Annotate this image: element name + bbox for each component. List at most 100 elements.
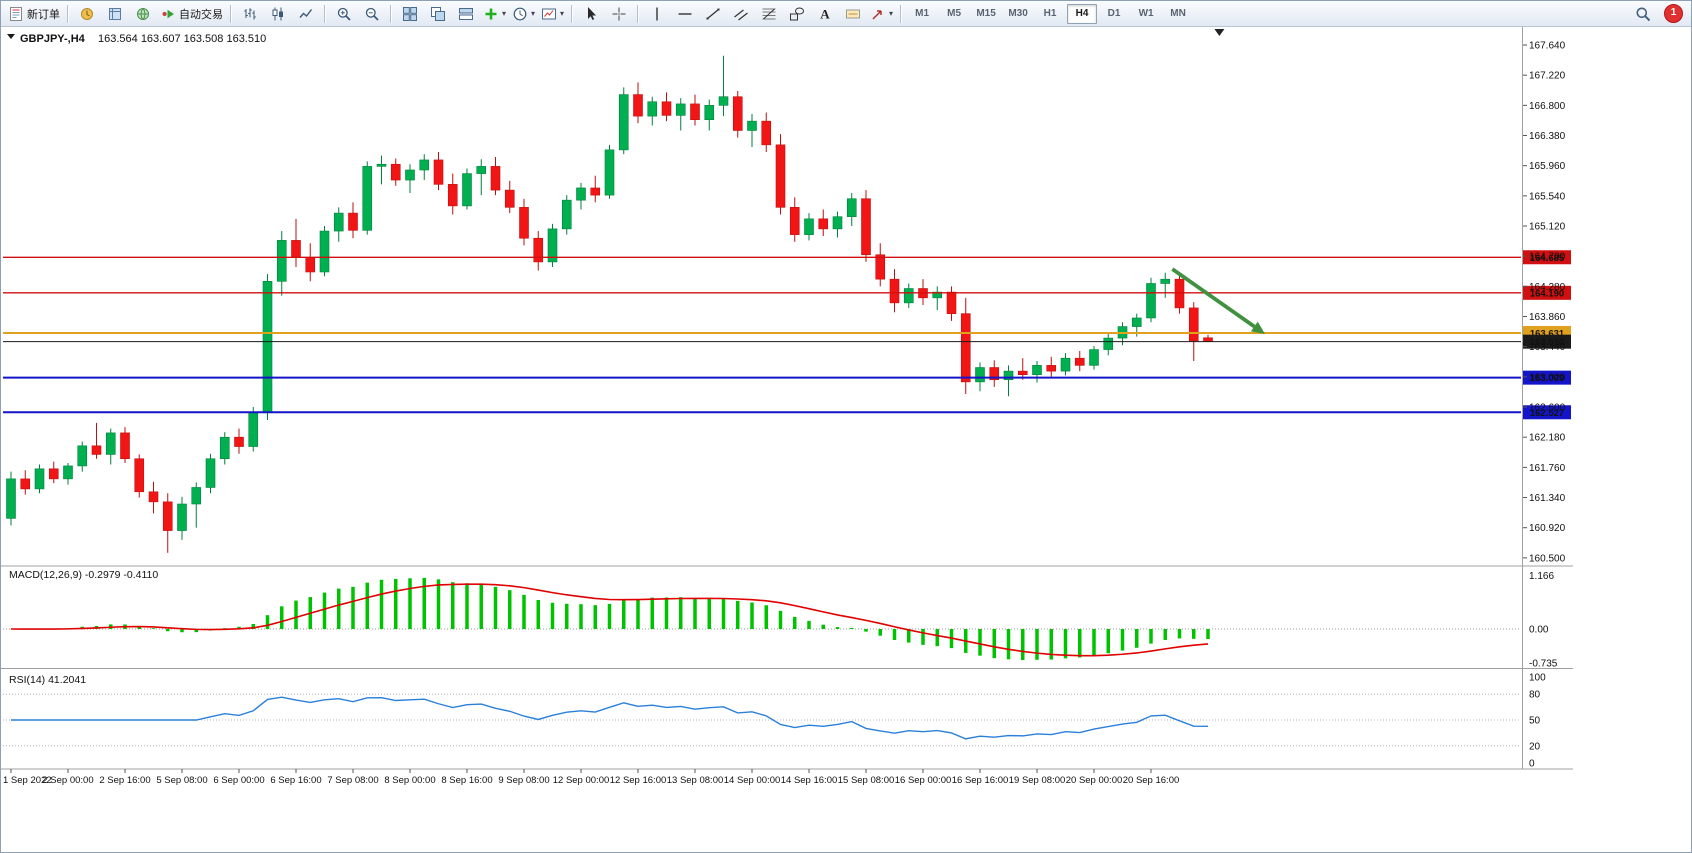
timeframe-m5-button[interactable]: M5 bbox=[947, 8, 962, 19]
cascade-windows-icon bbox=[459, 7, 473, 20]
line-chart-icon bbox=[299, 8, 313, 18]
line-chart-button[interactable] bbox=[292, 2, 320, 26]
time-label: 12 Sep 16:00 bbox=[610, 775, 667, 786]
new-order-button[interactable]: 新订单 bbox=[5, 2, 63, 26]
toolbar-group bbox=[330, 2, 386, 26]
text-button[interactable]: A bbox=[811, 2, 839, 26]
price-tick-label: 167.640 bbox=[1529, 41, 1566, 52]
price-badge-164.685: 164.685 bbox=[1523, 250, 1571, 265]
candle-body bbox=[989, 367, 1000, 381]
timeframe-h1-button[interactable]: H1 bbox=[1043, 8, 1057, 19]
ohlc-bars-icon bbox=[244, 7, 256, 19]
toolbar-separator bbox=[324, 4, 326, 23]
candle-body bbox=[633, 94, 643, 117]
rsi-axis-label: 80 bbox=[1529, 690, 1541, 701]
tile-windows-button[interactable] bbox=[396, 2, 424, 26]
market-watch-button[interactable] bbox=[73, 2, 101, 26]
candle-body bbox=[1160, 278, 1171, 284]
arrows-button[interactable]: ▾ bbox=[867, 2, 896, 26]
candle-body bbox=[519, 207, 529, 239]
chevron-down-icon: ▾ bbox=[531, 8, 536, 18]
shapes-button[interactable] bbox=[783, 2, 811, 26]
toolbar-group: A ▾ bbox=[643, 2, 896, 26]
candle-body bbox=[818, 218, 829, 230]
trend-arrow-head bbox=[1250, 321, 1265, 334]
text-label-button[interactable] bbox=[839, 2, 867, 26]
crosshair-button[interactable] bbox=[605, 2, 633, 26]
svg-text:163.009: 163.009 bbox=[1530, 373, 1564, 384]
shapes-icon bbox=[790, 7, 805, 20]
candle-body bbox=[747, 120, 757, 131]
market-watch-icon bbox=[81, 7, 93, 20]
timeframe-h4-button[interactable]: H4 bbox=[1067, 3, 1098, 24]
arrows-icon bbox=[872, 9, 882, 20]
templates-button[interactable]: ▾ bbox=[538, 2, 567, 26]
timeframe-m30-button[interactable]: M30 bbox=[1008, 8, 1028, 19]
text-label-icon bbox=[846, 9, 861, 18]
toolbar-group: ▾ ▾ ▾ bbox=[396, 2, 567, 26]
price-tick-label: 161.340 bbox=[1529, 493, 1566, 504]
candle-body bbox=[219, 436, 230, 460]
candle-body bbox=[789, 207, 800, 235]
toolbar-group bbox=[577, 2, 633, 26]
zoom-out-button[interactable] bbox=[358, 2, 386, 26]
auto-trading-button[interactable]: 自动交易 bbox=[157, 2, 226, 26]
arrange-windows-button[interactable] bbox=[424, 2, 452, 26]
candle-body bbox=[462, 173, 472, 207]
ohlc-quote: 163.564 163.607 163.508 163.510 bbox=[98, 33, 266, 45]
auto-trading-icon bbox=[162, 9, 174, 18]
indicators-button[interactable]: ▾ bbox=[480, 2, 509, 26]
candle-body bbox=[205, 458, 216, 488]
candlestick-chart-button[interactable] bbox=[264, 2, 292, 26]
zoom-in-button[interactable] bbox=[330, 2, 358, 26]
data-window-button[interactable] bbox=[101, 2, 129, 26]
fibonacci-icon bbox=[762, 8, 776, 19]
templates-icon bbox=[542, 8, 557, 19]
candle-body bbox=[120, 432, 130, 460]
annotation-layer bbox=[1171, 29, 1265, 334]
candle-body bbox=[1074, 357, 1085, 366]
equidistant-channel-button[interactable] bbox=[727, 2, 755, 26]
price-tick-label: 165.960 bbox=[1529, 161, 1566, 172]
cursor-button[interactable] bbox=[577, 2, 605, 26]
timeframe-m15-button[interactable]: M15 bbox=[976, 8, 996, 19]
periods-button[interactable]: ▾ bbox=[509, 2, 538, 26]
cascade-windows-button[interactable] bbox=[452, 2, 480, 26]
timeframe-w1-button[interactable]: W1 bbox=[1138, 8, 1154, 19]
candle-body bbox=[105, 432, 116, 455]
price-tick-label: 167.220 bbox=[1529, 71, 1566, 82]
time-label: 6 Sep 16:00 bbox=[270, 775, 321, 786]
symbol-dropdown-icon[interactable] bbox=[7, 34, 15, 39]
indicators-icon bbox=[485, 8, 497, 19]
candle-body bbox=[234, 436, 244, 447]
notification-badge[interactable]: 1 bbox=[1664, 4, 1683, 23]
toolbar-separator bbox=[390, 4, 392, 23]
search-button[interactable] bbox=[1629, 2, 1657, 26]
fibonacci-button[interactable] bbox=[755, 2, 783, 26]
candle-body bbox=[1046, 365, 1057, 372]
data-window-icon bbox=[109, 7, 121, 20]
candle-body bbox=[647, 101, 658, 117]
navigator-button[interactable] bbox=[129, 2, 157, 26]
price-tick-label: 164.280 bbox=[1529, 282, 1566, 293]
candle-body bbox=[490, 166, 501, 191]
timeframe-mn-button[interactable]: MN bbox=[1170, 8, 1186, 19]
vertical-line-button[interactable] bbox=[643, 2, 671, 26]
timeframe-d1-button[interactable]: D1 bbox=[1107, 8, 1121, 19]
arrange-windows-icon bbox=[431, 6, 445, 21]
toolbar-right: 1 bbox=[1629, 2, 1687, 26]
price-tick-label: 165.120 bbox=[1529, 222, 1566, 233]
horizontal-line-button[interactable] bbox=[671, 2, 699, 26]
time-label: 14 Sep 16:00 bbox=[781, 775, 838, 786]
trendline-button[interactable] bbox=[699, 2, 727, 26]
candle-body bbox=[191, 487, 202, 505]
time-label: 16 Sep 16:00 bbox=[952, 775, 1009, 786]
timeframe-m1-button[interactable]: M1 bbox=[915, 8, 930, 19]
svg-text:163.510: 163.510 bbox=[1530, 337, 1564, 348]
candle-body bbox=[903, 288, 914, 304]
candle-body bbox=[604, 149, 615, 196]
bar-chart-button[interactable] bbox=[236, 2, 264, 26]
trendline-icon bbox=[706, 8, 720, 19]
